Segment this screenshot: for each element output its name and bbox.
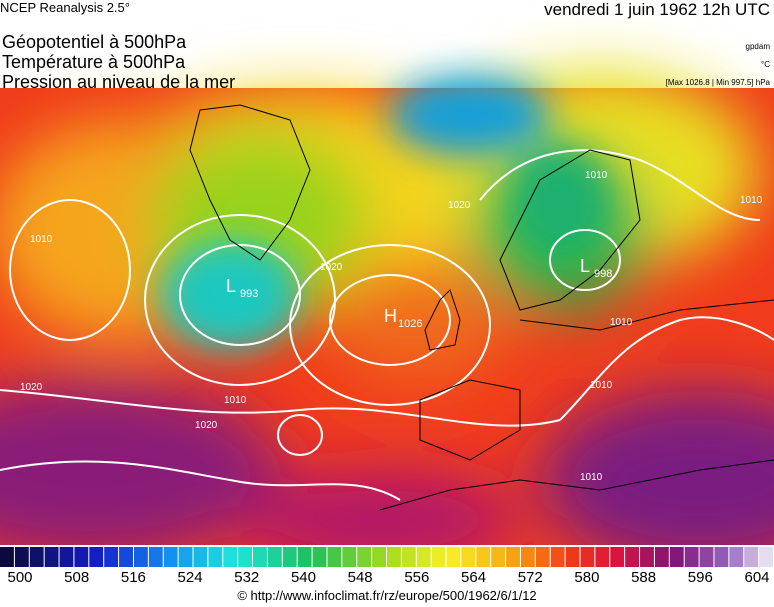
colorbar-swatch (387, 547, 401, 567)
colorbar-swatch (357, 547, 372, 567)
colorbar-swatch (416, 547, 431, 567)
center-value: 993 (240, 288, 258, 300)
center-letter: L (226, 276, 236, 296)
colorbar-swatch (506, 547, 520, 567)
colorbar-swatch (104, 547, 119, 567)
colorbar-swatch (74, 547, 89, 567)
colorbar-swatch (610, 547, 625, 567)
colorbar-label: 548 (347, 569, 373, 586)
colorbar-swatch (253, 547, 267, 567)
colorbar-swatch (550, 547, 565, 567)
isobars (0, 149, 774, 501)
colorbar-label: 596 (687, 569, 713, 586)
unit-label: [Max 1026.8 | Min 997.5] hPa (665, 78, 770, 87)
colorbar-swatch (714, 547, 729, 567)
isobar-label: 1010 (740, 195, 763, 206)
title-line: Géopotentiel à 500hPa (2, 32, 187, 52)
colorbar-swatch (44, 547, 59, 567)
title-line: Température à 500hPa (2, 52, 186, 72)
colorbar-label: 500 (7, 569, 33, 586)
colorbar-swatch (565, 547, 580, 567)
colorbar-swatch (282, 547, 297, 567)
colorbar-swatch (640, 547, 654, 567)
colorbar-swatch (327, 547, 342, 567)
colorbar-swatch (654, 547, 669, 567)
colorbar-label: 556 (404, 569, 430, 586)
colorbar-swatch (461, 547, 476, 567)
isobar-label: 1010 (580, 472, 603, 483)
colorbar-swatch (625, 547, 640, 567)
colorbar-swatch (193, 547, 208, 567)
colorbar-label: 572 (517, 569, 543, 586)
colorbar-swatch (446, 547, 461, 567)
isobar-label: 1020 (195, 420, 218, 431)
colorbar-swatch (729, 547, 744, 567)
weather-map (0, 70, 774, 545)
colorbar-label: 564 (461, 569, 487, 586)
colorbar-label: 588 (631, 569, 657, 586)
colorbar-label: 540 (290, 569, 316, 586)
center-value: 998 (594, 268, 612, 280)
colorbar-swatch (699, 547, 714, 567)
colorbar-swatch (342, 547, 357, 567)
colorbar-swatch (59, 547, 74, 567)
colorbar-swatch (119, 547, 133, 567)
colorbar-swatch (535, 547, 550, 567)
colorbar (0, 547, 773, 567)
colorbar-swatch (491, 547, 506, 567)
colorbar-swatch (312, 547, 327, 567)
coastlines (189, 104, 774, 511)
isobar-label: 1010 (590, 380, 613, 391)
date: vendredi 1 juin 1962 12h UTC (544, 0, 770, 19)
colorbar-swatch (684, 547, 699, 567)
title-line: Pression au niveau de la mer (2, 72, 236, 92)
colorbar-swatch (14, 547, 29, 567)
colorbar-swatch (0, 547, 14, 567)
colorbar-swatch (580, 547, 595, 567)
colorbar-swatch (759, 547, 773, 567)
colorbar-swatch (208, 547, 223, 567)
footer: © http://www.infoclimat.fr/rz/europe/500… (237, 588, 537, 603)
colorbar-swatch (238, 547, 253, 567)
colorbar-swatch (476, 547, 491, 567)
colorbar-swatch (297, 547, 312, 567)
colorbar-swatch (520, 547, 535, 567)
center-letter: L (580, 256, 590, 276)
source: NCEP Reanalysis 2.5° (0, 0, 130, 15)
colorbar-swatch (595, 547, 610, 567)
isobar-label: 1010 (610, 317, 633, 328)
isobar-label: 1010 (585, 170, 608, 181)
unit-label: °C (761, 60, 770, 69)
colorbar-swatch (401, 547, 416, 567)
colorbar-swatch (29, 547, 44, 567)
colorbar-swatch (267, 547, 282, 567)
colorbar-label: 604 (744, 569, 770, 586)
colorbar-swatch (133, 547, 148, 567)
isobar-label: 1020 (448, 200, 471, 211)
isobar-label: 1010 (30, 234, 53, 245)
colorbar-swatch (223, 547, 238, 567)
center-letter: H (384, 306, 397, 326)
colorbar-swatch (148, 547, 163, 567)
colorbar-label: 580 (574, 569, 600, 586)
colorbar-swatch (669, 547, 684, 567)
colorbar-label: 532 (234, 569, 260, 586)
colorbar-label: 508 (64, 569, 90, 586)
colorbar-swatch (744, 547, 759, 567)
isobar-label: 1020 (20, 382, 43, 393)
colorbar-label: 524 (177, 569, 203, 586)
colorbar-swatch (431, 547, 446, 567)
isobar-label: 1020 (320, 262, 343, 273)
colorbar-swatch (178, 547, 193, 567)
colorbar-swatch (372, 547, 386, 567)
colorbar-label: 516 (120, 569, 146, 586)
colorbar-swatch (163, 547, 178, 567)
isobar-label: 1010 (224, 395, 247, 406)
center-value: 1026 (398, 318, 422, 330)
map-labels: L 993 L 998 H 1026 1010 1020 1020 1010 1020 1010 102… (20, 170, 763, 483)
unit-label: gpdam (745, 42, 770, 51)
colorbar-swatch (89, 547, 104, 567)
